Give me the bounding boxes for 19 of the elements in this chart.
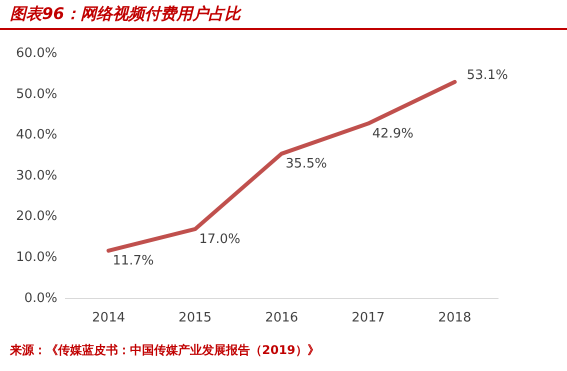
data-label: 42.9% xyxy=(372,126,414,142)
data-label: 11.7% xyxy=(112,254,154,269)
x-tick-label: 2017 xyxy=(352,310,385,326)
y-tick-label: 10.0% xyxy=(16,250,58,266)
x-tick-label: 2016 xyxy=(265,310,298,326)
y-tick-label: 60.0% xyxy=(16,46,58,62)
data-label: 53.1% xyxy=(466,68,508,83)
chart-title: 图表96：网络视频付费用户占比 xyxy=(0,0,567,30)
y-tick-label: 40.0% xyxy=(16,128,58,143)
x-tick-label: 2018 xyxy=(438,310,472,326)
y-tick-label: 30.0% xyxy=(16,168,58,184)
y-tick-label: 0.0% xyxy=(24,290,58,306)
data-label: 35.5% xyxy=(286,156,327,172)
x-tick-label: 2014 xyxy=(92,310,126,326)
source-note: 来源：《传媒蓝皮书：中国传媒产业发展报告（2019）》 xyxy=(9,342,320,359)
x-tick-label: 2015 xyxy=(178,310,212,326)
y-tick-label: 50.0% xyxy=(16,86,58,102)
data-label: 17.0% xyxy=(199,232,240,247)
y-tick-label: 20.0% xyxy=(16,209,58,224)
